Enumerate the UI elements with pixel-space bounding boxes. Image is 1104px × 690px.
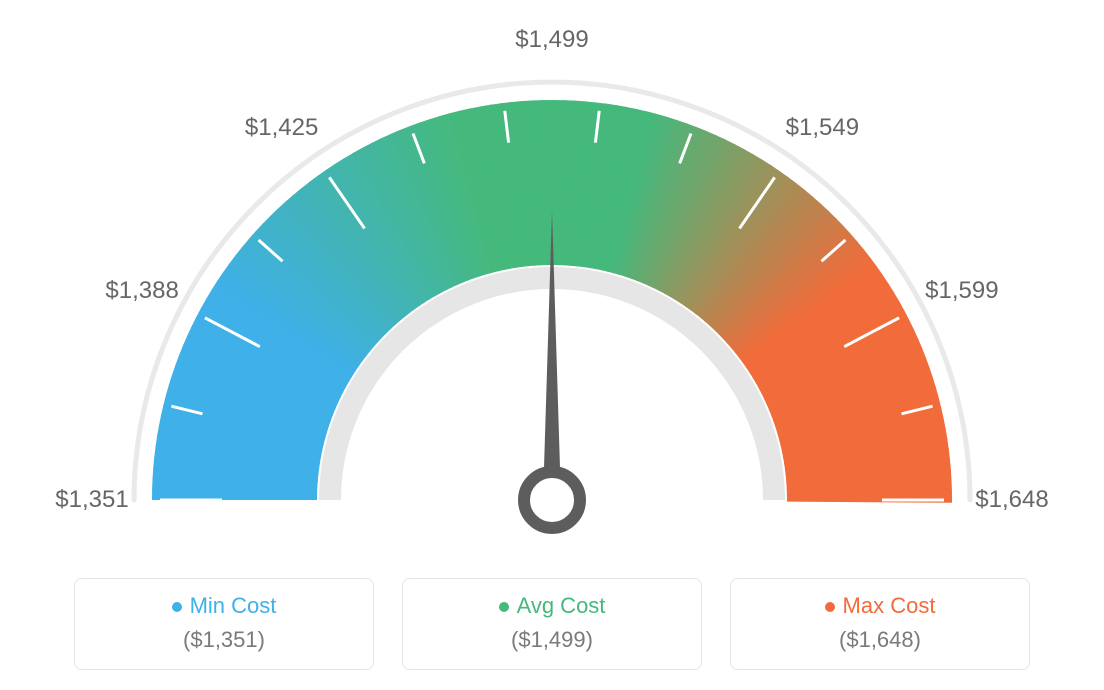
dot-icon [499,602,509,612]
legend-row: Min Cost ($1,351) Avg Cost ($1,499) Max … [0,578,1104,670]
legend-card-avg: Avg Cost ($1,499) [402,578,702,670]
dot-icon [825,602,835,612]
scale-label: $1,599 [925,277,998,305]
legend-title-text: Avg Cost [517,593,606,618]
scale-label: $1,388 [105,277,178,305]
dot-icon [172,602,182,612]
chart-wrapper: $1,351 $1,388 $1,425 $1,499 $1,549 $1,599 $1,6… [0,0,1104,690]
gauge-area: $1,351 $1,388 $1,425 $1,499 $1,549 $1,599 $1,6… [0,0,1104,560]
legend-title: Min Cost [85,593,363,619]
scale-label: $1,648 [975,486,1048,514]
scale-label: $1,351 [55,486,128,514]
legend-title-text: Max Cost [843,593,936,618]
legend-title-text: Min Cost [190,593,277,618]
scale-label: $1,549 [786,114,859,142]
scale-label: $1,499 [515,26,588,54]
legend-title: Avg Cost [413,593,691,619]
scale-label: $1,425 [245,114,318,142]
legend-value: ($1,648) [741,627,1019,653]
legend-value: ($1,351) [85,627,363,653]
legend-card-max: Max Cost ($1,648) [730,578,1030,670]
legend-card-min: Min Cost ($1,351) [74,578,374,670]
legend-title: Max Cost [741,593,1019,619]
legend-value: ($1,499) [413,627,691,653]
